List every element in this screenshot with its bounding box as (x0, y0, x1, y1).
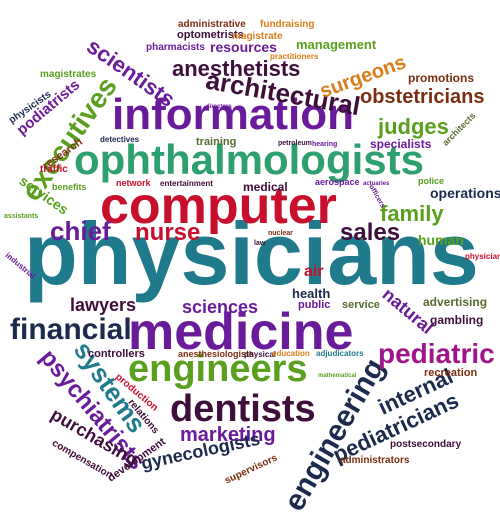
word-gambling: gambling (430, 313, 484, 327)
word-petroleum: petroleum (278, 140, 312, 147)
word-anesthesiologists: anesthesiologists (178, 349, 255, 359)
word-engineers: engineers (128, 348, 308, 390)
word-promotions: promotions (408, 71, 474, 85)
word-public: public (298, 299, 331, 311)
word-dentists: dentists (170, 388, 316, 430)
word-controllers: controllers (88, 348, 145, 360)
word-judges: judges (378, 114, 449, 139)
word-pharmacists: pharmacists (146, 42, 205, 53)
word-optometrists: optometrists (177, 29, 244, 41)
word-hearing: hearing (312, 141, 338, 148)
word-magistrate: magistrate (232, 31, 283, 42)
word-physical: physical (244, 350, 277, 359)
word-recreation: recreation (424, 367, 478, 379)
word-physicians: physicians (24, 204, 479, 303)
word-traffic: traffic (40, 164, 68, 175)
word-financial: financial (10, 313, 132, 346)
word-assistants: assistants (4, 213, 39, 220)
word-chief: chief (50, 216, 111, 246)
word-ophthalmologists: ophthalmologists (74, 136, 424, 183)
word-administrative: administrative (178, 19, 246, 30)
word-management: management (296, 37, 377, 52)
word-pediatric: pediatric (378, 338, 495, 369)
word-lawyers: lawyers (70, 295, 137, 315)
word-operations: operations (430, 185, 500, 201)
word-law: law (254, 240, 266, 247)
word-postsecondary: postsecondary (390, 439, 462, 450)
word-marketing: marketing (180, 424, 276, 446)
word-supervisors: supervisors (223, 452, 280, 487)
word-detectives: detectives (100, 135, 140, 144)
word-medicine: medicine (128, 303, 354, 361)
word-computer: computer (100, 177, 337, 235)
word-education: education (272, 349, 310, 358)
word-anesthetists: anesthetists (172, 56, 301, 81)
word-network: network (116, 178, 151, 188)
word-obstetricians: obstetricians (360, 86, 485, 108)
word-entertainment: entertainment (160, 179, 213, 188)
word-family: family (380, 201, 444, 226)
word-medical: medical (243, 180, 288, 194)
word-service: service (342, 299, 380, 311)
word-resources: resources (210, 39, 277, 55)
word-adjudicators: adjudicators (316, 349, 364, 358)
word-practitioners: practitioners (270, 52, 319, 61)
word-nuclear: nuclear (268, 230, 293, 237)
word-physician: physician (465, 252, 500, 261)
word-police: police (418, 176, 445, 186)
word-magistrates: magistrates (40, 69, 97, 80)
word-sciences: sciences (182, 297, 259, 317)
word-training: training (196, 136, 237, 148)
word-nurse: nurse (135, 219, 201, 246)
word-benefits: benefits (52, 182, 87, 192)
word-advertising: advertising (423, 295, 488, 309)
word-directors: directors (206, 104, 232, 110)
word-mathematical: mathematical (318, 373, 357, 379)
word-health: health (292, 286, 331, 301)
word-administrators: administrators (340, 455, 410, 466)
word-aerospace: aerospace (315, 177, 360, 187)
word-actuaries: actuaries (363, 181, 390, 187)
word-human: human (418, 232, 464, 248)
word-fundraising: fundraising (260, 19, 315, 30)
word-specialists: specialists (370, 137, 432, 151)
word-sales: sales (340, 219, 401, 246)
word-air: air (304, 263, 324, 280)
word-information: information (112, 90, 354, 139)
